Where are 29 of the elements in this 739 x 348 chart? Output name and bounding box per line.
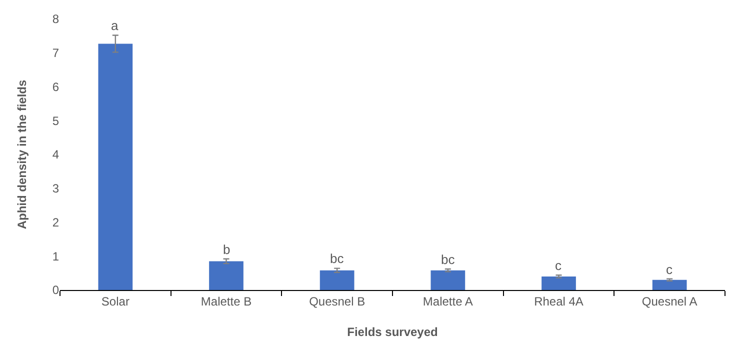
annotation: bc [441,252,456,267]
y-tick-label: 8 [52,12,60,26]
bar [430,270,466,290]
y-tick-label: 0 [52,283,60,298]
x-tick-label: Quesnel A [642,294,698,309]
x-tick-label: Rheal 4A [534,294,584,309]
annotation: bc [330,251,344,266]
annotation: c [555,258,562,273]
y-tick-label: 4 [52,148,60,162]
bar [98,44,133,290]
y-tick-label: 3 [52,182,60,196]
annotation: a [111,18,119,33]
bar [542,276,576,290]
x-tick-label: Malette B [200,294,252,309]
y-tick-label: 7 [52,46,60,60]
bar [320,270,354,290]
x-tick-label: Solar [101,294,130,309]
y-tick-label: 1 [52,249,60,264]
y-tick-label: 5 [52,114,60,128]
x-tick-label: Quesnel B [309,294,366,309]
bar [209,261,244,290]
annotation: b [223,242,230,257]
bar [652,280,687,290]
y-axis-title: Aphid density in the fields [15,80,29,230]
y-tick-label: 2 [52,215,60,230]
y-tick-label: 6 [52,80,60,94]
x-tick-label: Malette A [422,294,473,309]
annotation: c [666,262,673,277]
x-axis-title: Fields surveyed [347,325,438,340]
